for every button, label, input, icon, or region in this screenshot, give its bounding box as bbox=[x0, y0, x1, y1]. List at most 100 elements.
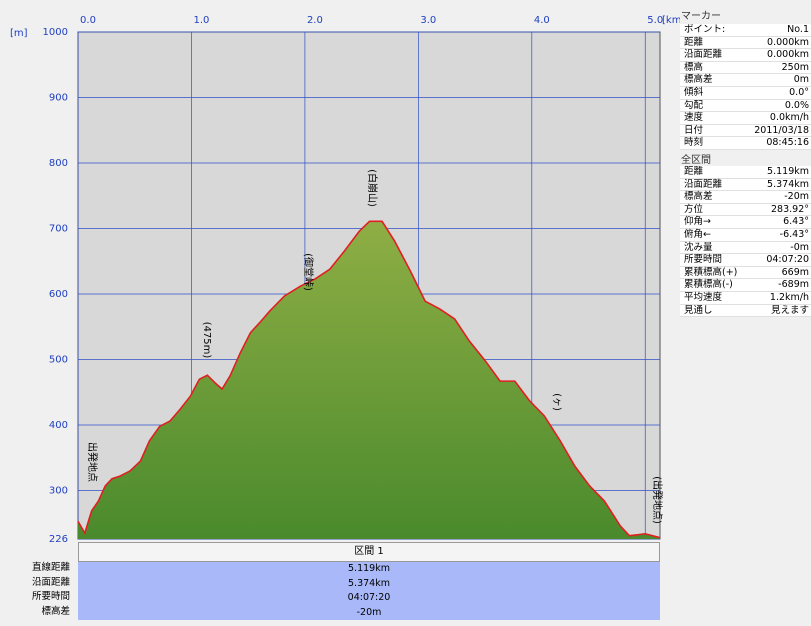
panel-row: 所要時間 04:07:20 bbox=[680, 254, 811, 267]
panel-row: 傾斜 0.0° bbox=[680, 86, 811, 100]
section-value: 5.374km bbox=[78, 576, 660, 591]
row-key: 見通し bbox=[684, 304, 713, 316]
annotation: (御堂峠) bbox=[302, 253, 315, 291]
annotation: (出発地点) bbox=[651, 476, 664, 524]
panel-row: 速度 0.0km/h bbox=[680, 112, 811, 125]
panel-row: 時刻 08:45:16 bbox=[680, 137, 811, 150]
total-title: 全区間 bbox=[681, 155, 711, 166]
row-value: No.1 bbox=[787, 24, 809, 35]
y-tick-label: 700 bbox=[49, 224, 68, 235]
row-key: 傾斜 bbox=[684, 86, 704, 98]
y-tick-label: 300 bbox=[49, 486, 68, 497]
row-key: 標高 bbox=[684, 61, 704, 73]
row-key: 方位 bbox=[684, 203, 704, 215]
x-tick-label: 0.0 bbox=[80, 15, 96, 26]
area-fill bbox=[78, 221, 660, 539]
panel-row: 標高 250m bbox=[680, 61, 811, 75]
row-value: 250m bbox=[781, 61, 809, 73]
section-label: 所要時間 bbox=[31, 591, 70, 602]
y-tick-label: 800 bbox=[49, 158, 68, 169]
row-value: -689m bbox=[778, 279, 809, 291]
row-value: 669m bbox=[781, 266, 809, 278]
row-key: 勾配 bbox=[684, 99, 704, 111]
row-value: 04:07:20 bbox=[766, 254, 809, 266]
row-key: 標高差 bbox=[684, 191, 713, 203]
section-label: 標高差 bbox=[41, 605, 70, 617]
x-tick-label: 4.0 bbox=[534, 15, 550, 26]
y-tick-label: 500 bbox=[49, 355, 68, 366]
section-value: 5.119km bbox=[78, 562, 660, 577]
panel-row: 見通し 見えます bbox=[680, 304, 811, 318]
panel-row: 累積標高(+) 669m bbox=[680, 266, 811, 280]
panel-row: 沿面距離 0.000km bbox=[680, 49, 811, 62]
panel-row: 沿面距離 5.374km bbox=[680, 178, 811, 192]
row-key: 距離 bbox=[684, 166, 704, 177]
panel-row: 方位 283.92° bbox=[680, 203, 811, 217]
x-unit: [km] bbox=[662, 15, 680, 26]
row-value: 5.374km bbox=[767, 178, 809, 190]
row-key: 累積標高(+) bbox=[684, 266, 738, 278]
section-label: 直線距離 bbox=[31, 562, 70, 573]
section-label: 沿面距離 bbox=[31, 576, 70, 588]
row-value: 0.0% bbox=[784, 99, 809, 111]
row-key: 累積標高(-) bbox=[684, 279, 733, 291]
row-value: 6.43° bbox=[783, 216, 809, 228]
marker-title: マーカー bbox=[681, 11, 721, 22]
row-value: -0m bbox=[790, 241, 809, 253]
annotation: (ヶ) bbox=[551, 393, 562, 411]
row-key: 距離 bbox=[684, 36, 704, 48]
row-key: 沿面距離 bbox=[684, 178, 723, 190]
row-key: 俯角← bbox=[684, 228, 711, 240]
row-value: 0m bbox=[793, 74, 809, 86]
section-table: 区間 1 5.119km 5.374km 04:07:20 -20m bbox=[78, 542, 660, 620]
y-tick-label: 226 bbox=[49, 534, 68, 542]
section-labels: 直線距離沿面距離所要時間標高差 bbox=[0, 561, 70, 619]
y-tick-label: 400 bbox=[49, 420, 68, 431]
panel-row: 標高差 -20m bbox=[680, 191, 811, 204]
x-tick-label: 5.0 bbox=[647, 15, 663, 26]
x-tick-label: 2.0 bbox=[307, 15, 323, 26]
panel-row: 仰角→ 6.43° bbox=[680, 216, 811, 229]
row-key: 平均速度 bbox=[684, 291, 723, 303]
row-key: 仰角→ bbox=[684, 216, 711, 228]
panel-row: ポイント: No.1 bbox=[680, 24, 811, 37]
row-value: -20m bbox=[784, 191, 809, 203]
row-value: 08:45:16 bbox=[766, 137, 809, 149]
row-key: 速度 bbox=[684, 112, 704, 124]
y-tick-label: 1000 bbox=[43, 27, 68, 38]
panel-row: 沈み量 -0m bbox=[680, 241, 811, 255]
marker-panel: ポイント: No.1 距離 0.000km 沿面距離 0.000km 標高 250m 標高差 0m… bbox=[680, 24, 811, 150]
y-unit: [m] bbox=[10, 28, 28, 39]
section-value: 04:07:20 bbox=[78, 591, 660, 606]
panel-row: 標高差 0m bbox=[680, 74, 811, 87]
row-key: 時刻 bbox=[684, 137, 704, 149]
y-tick-label: 900 bbox=[49, 93, 68, 104]
annotation: (475m) bbox=[201, 322, 212, 359]
row-value: 1.2km/h bbox=[769, 291, 809, 303]
row-key: 日付 bbox=[684, 124, 704, 136]
row-value: 0.0° bbox=[789, 86, 809, 98]
row-value: 5.119km bbox=[767, 166, 809, 177]
row-key: 沈み量 bbox=[684, 241, 713, 253]
panel-row: 俯角← -6.43° bbox=[680, 228, 811, 242]
panel-row: 勾配 0.0% bbox=[680, 99, 811, 113]
chart: [m] [km] 226 300 400 500 600 700 800 900 1000 0.0… bbox=[10, 15, 680, 542]
total-panel: 距離 5.119km 沿面距離 5.374km 標高差 -20m 方位 283.92° 仰角→ 6… bbox=[680, 166, 811, 318]
row-key: 標高差 bbox=[684, 74, 713, 86]
y-tick-label: 600 bbox=[49, 289, 68, 300]
profile-line bbox=[77, 220, 661, 539]
row-key: 所要時間 bbox=[684, 254, 723, 266]
panel-row: 累積標高(-) -689m bbox=[680, 279, 811, 292]
row-value: 0.000km bbox=[767, 49, 809, 61]
panel-row: 平均速度 1.2km/h bbox=[680, 291, 811, 305]
row-value: 見えます bbox=[770, 304, 809, 316]
panel-row: 日付 2011/03/18 bbox=[680, 124, 811, 138]
x-tick-label: 3.0 bbox=[420, 15, 436, 26]
annotation: 出発地点 bbox=[86, 442, 99, 482]
section-header: 区間 1 bbox=[78, 542, 660, 562]
row-value: 2011/03/18 bbox=[754, 124, 809, 136]
row-key: ポイント: bbox=[684, 24, 726, 35]
row-key: 沿面距離 bbox=[684, 49, 723, 61]
annotation: (白崩山) bbox=[366, 169, 379, 207]
